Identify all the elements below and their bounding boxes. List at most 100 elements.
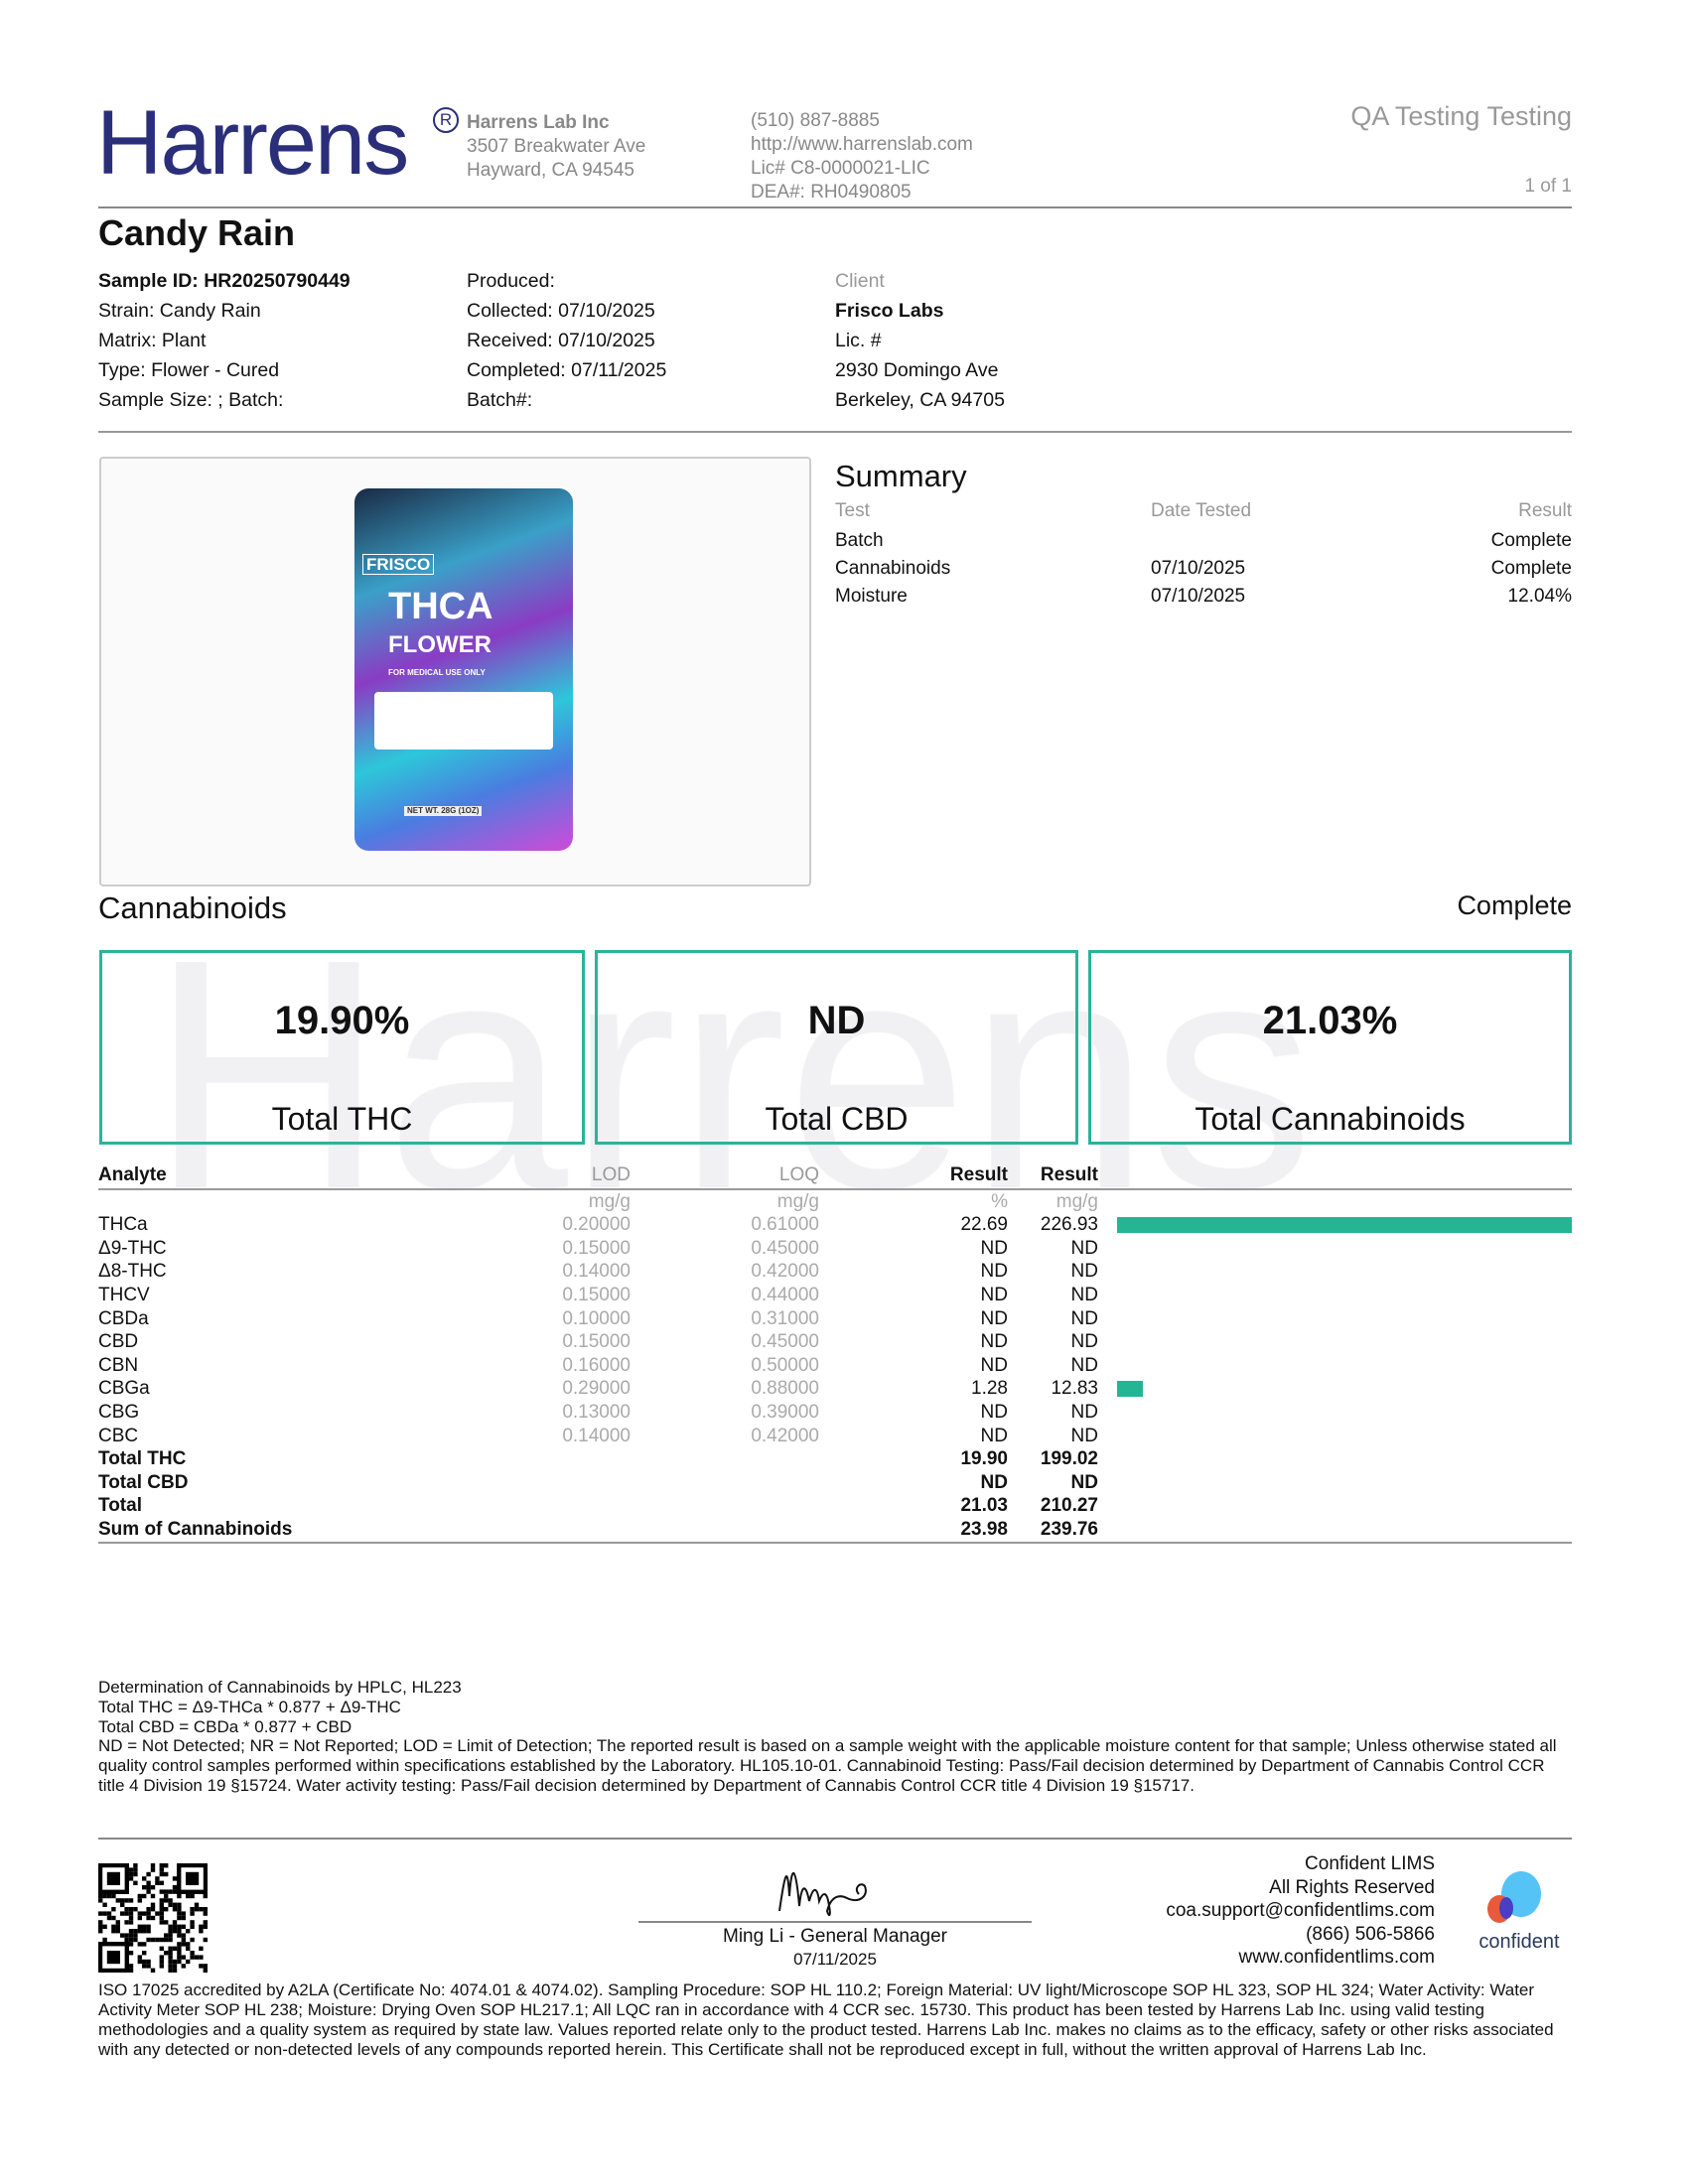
summary-result: Complete bbox=[1490, 530, 1572, 551]
result-pct: ND bbox=[980, 1401, 1008, 1423]
result-mgg: ND bbox=[1070, 1261, 1098, 1283]
result-pct: 23.98 bbox=[960, 1518, 1008, 1540]
strain: Strain: Candy Rain bbox=[98, 300, 261, 322]
total-cbd-value: ND bbox=[807, 999, 866, 1042]
divider bbox=[98, 206, 1572, 208]
summary-table: Test Date Tested Result Batch Complete Can… bbox=[835, 497, 1572, 611]
harrens-logo: Harrens bbox=[96, 92, 409, 194]
lod: 0.29000 bbox=[562, 1378, 631, 1400]
table-divider bbox=[98, 1187, 1572, 1190]
lod: 0.14000 bbox=[562, 1425, 631, 1446]
lab-city: Hayward, CA 94545 bbox=[467, 160, 634, 181]
total-thc-box: 19.90% Total THC bbox=[99, 950, 585, 1145]
divider bbox=[98, 1838, 1572, 1840]
result-bar bbox=[1117, 1381, 1143, 1398]
result-mgg: 210.27 bbox=[1040, 1495, 1098, 1517]
qr-code-icon[interactable] bbox=[98, 1863, 208, 1973]
batch-number: Batch#: bbox=[467, 389, 533, 411]
bag-product: THCA bbox=[388, 586, 493, 627]
client-name: Frisco Labs bbox=[835, 300, 944, 322]
analyte: CBD bbox=[98, 1331, 139, 1353]
loq: 0.31000 bbox=[751, 1307, 819, 1329]
summary-row: Batch Complete bbox=[835, 527, 1572, 555]
sample-info: Sample ID: HR20250790449 Strain: Candy R… bbox=[98, 266, 351, 415]
lims-rights: All Rights Reserved bbox=[1269, 1876, 1435, 1898]
footnote-method: Determination of Cannabinoids by HPLC, H… bbox=[98, 1678, 462, 1697]
bag-label bbox=[374, 692, 553, 750]
total-row: Total CBD ND ND bbox=[98, 1471, 1572, 1495]
summary-test: Cannabinoids bbox=[835, 558, 951, 579]
produced: Produced: bbox=[467, 270, 555, 292]
footnotes: Determination of Cannabinoids by HPLC, H… bbox=[98, 1678, 1572, 1796]
page-number: 1 of 1 bbox=[1524, 176, 1572, 197]
table-row: CBN 0.16000 0.50000 ND ND bbox=[98, 1354, 1572, 1378]
report-type: QA Testing Testing bbox=[1350, 101, 1572, 131]
lod: 0.20000 bbox=[562, 1214, 631, 1236]
summary-date: 07/10/2025 bbox=[1151, 558, 1246, 579]
result-mgg: ND bbox=[1070, 1425, 1098, 1446]
bag-product-type: FLOWER bbox=[388, 631, 492, 658]
table-row: CBDa 0.10000 0.31000 ND ND bbox=[98, 1307, 1572, 1331]
lims-name: Confident LIMS bbox=[1305, 1853, 1435, 1874]
cannabinoids-title: Cannabinoids bbox=[98, 890, 287, 925]
total-row: Total THC 19.90 199.02 bbox=[98, 1447, 1572, 1471]
table-row: CBGa 0.29000 0.88000 1.28 12.83 bbox=[98, 1377, 1572, 1401]
analyte: Δ9-THC bbox=[98, 1237, 167, 1259]
total-row: Total 21.03 210.27 bbox=[98, 1494, 1572, 1518]
lod: 0.15000 bbox=[562, 1237, 631, 1259]
col-lod: LOD bbox=[591, 1164, 631, 1185]
signature-date: 07/11/2025 bbox=[793, 1950, 877, 1969]
loq: mg/g bbox=[776, 1190, 819, 1212]
col-loq: LOQ bbox=[778, 1164, 819, 1185]
sample-dates: Produced: Collected: 07/10/2025 Received… bbox=[467, 266, 666, 415]
type: Type: Flower - Cured bbox=[98, 359, 280, 381]
summary-test: Batch bbox=[835, 530, 884, 551]
analyte: CBN bbox=[98, 1354, 139, 1376]
completed: Completed: 07/11/2025 bbox=[467, 359, 667, 381]
lims-info: Confident LIMS All Rights Reserved coa.s… bbox=[1166, 1852, 1435, 1970]
registered-icon: R bbox=[433, 107, 459, 133]
footnote-total-thc: Total THC = Δ9-THCa * 0.877 + Δ9-THC bbox=[98, 1697, 401, 1716]
lims-email[interactable]: coa.support@confidentlims.com bbox=[1166, 1900, 1435, 1921]
table-row: CBD 0.15000 0.45000 ND ND bbox=[98, 1330, 1572, 1354]
lims-website[interactable]: www.confidentlims.com bbox=[1238, 1947, 1435, 1968]
lab-street: 3507 Breakwater Ave bbox=[467, 136, 646, 157]
summary-row: Cannabinoids 07/10/2025 Complete bbox=[835, 555, 1572, 583]
result-mgg: ND bbox=[1070, 1401, 1098, 1423]
table-header: Analyte LOD LOQ Result Result bbox=[98, 1163, 1572, 1187]
result-pct: ND bbox=[980, 1261, 1008, 1283]
lims-phone: (866) 506-5866 bbox=[1306, 1923, 1435, 1945]
result-mgg: 239.76 bbox=[1040, 1518, 1098, 1540]
page-title: Candy Rain bbox=[98, 212, 296, 253]
result-mgg: ND bbox=[1070, 1354, 1098, 1376]
loq: 0.42000 bbox=[751, 1425, 819, 1446]
analyte: CBG bbox=[98, 1401, 140, 1423]
table-row: CBG 0.13000 0.39000 ND ND bbox=[98, 1401, 1572, 1425]
bag-note: FOR MEDICAL USE ONLY bbox=[388, 668, 486, 677]
bag-weight: NET WT. 28G (1OZ) bbox=[404, 806, 483, 816]
analyte: Sum of Cannabinoids bbox=[98, 1518, 293, 1540]
footnote-total-cbd: Total CBD = CBDa * 0.877 + CBD bbox=[98, 1716, 352, 1736]
table-row: Δ9-THC 0.15000 0.45000 ND ND bbox=[98, 1237, 1572, 1261]
lab-license: Lic# C8-0000021-LIC bbox=[751, 158, 930, 179]
result-pct: ND bbox=[980, 1354, 1008, 1376]
table-row: CBC 0.14000 0.42000 ND ND bbox=[98, 1425, 1572, 1448]
confident-logo-text: confident bbox=[1478, 1931, 1560, 1953]
client-street: 2930 Domingo Ave bbox=[835, 359, 999, 381]
lod: 0.15000 bbox=[562, 1284, 631, 1305]
units-row: mg/g mg/g% mg/g bbox=[98, 1190, 1572, 1214]
total-thc-label: Total THC bbox=[271, 1101, 413, 1137]
summary-col-result: Result bbox=[1518, 500, 1572, 521]
collected: Collected: 07/10/2025 bbox=[467, 300, 655, 322]
result-pct: ND bbox=[980, 1307, 1008, 1329]
result-pct: 19.90 bbox=[960, 1448, 1008, 1470]
result-pct: ND bbox=[980, 1331, 1008, 1353]
result-mgg: ND bbox=[1070, 1331, 1098, 1353]
result-mgg: ND bbox=[1070, 1284, 1098, 1305]
lab-address: Harrens Lab Inc 3507 Breakwater Ave Hayw… bbox=[467, 111, 645, 183]
client-info: Client Frisco Labs Lic. # 2930 Domingo A… bbox=[835, 266, 1005, 415]
loq: 0.61000 bbox=[751, 1214, 819, 1236]
summary-row: Moisture 07/10/2025 12.04% bbox=[835, 583, 1572, 611]
lab-website[interactable]: http://www.harrenslab.com bbox=[751, 134, 973, 155]
lod: 0.16000 bbox=[562, 1354, 631, 1376]
